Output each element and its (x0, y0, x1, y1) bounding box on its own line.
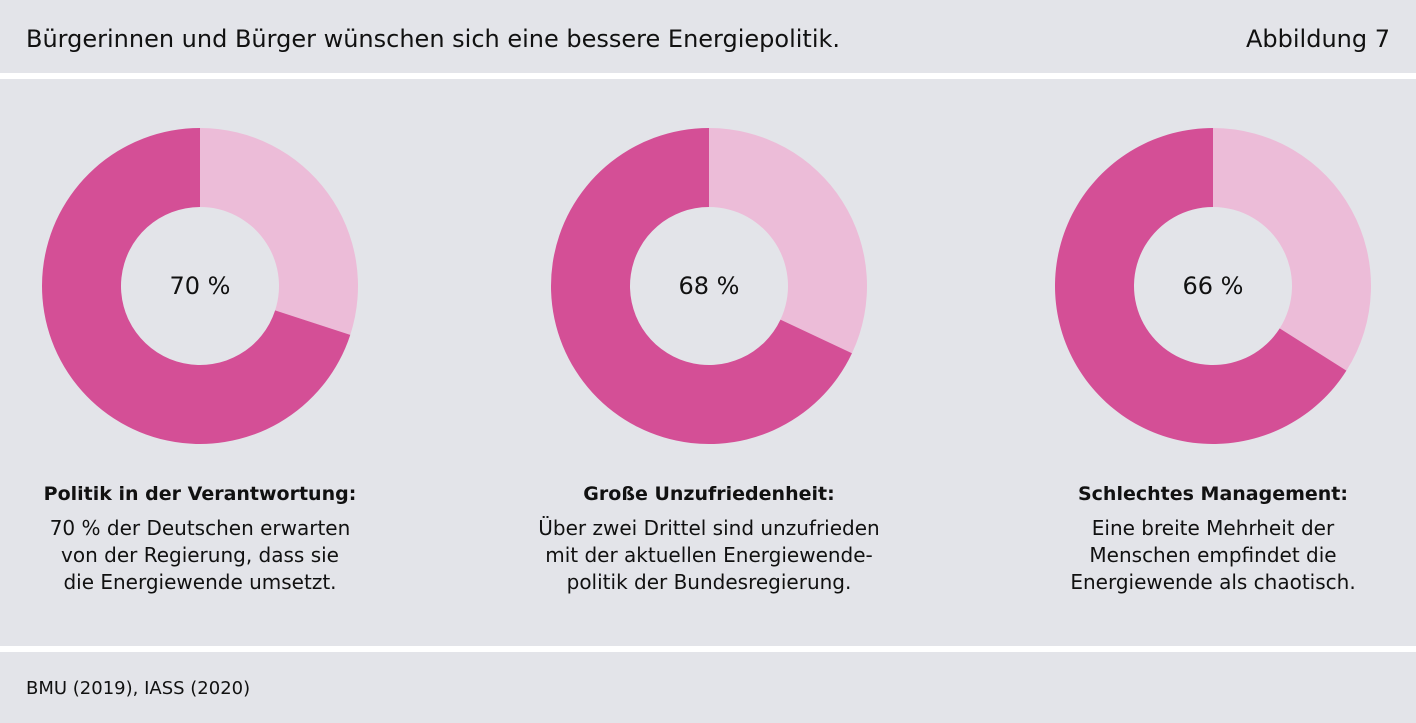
donut-3-center-label: 66 % (1183, 272, 1244, 300)
donut-charts: 70 % 68 % 66 % (42, 128, 1372, 445)
source-note: BMU (2019), IASS (2020) (26, 678, 251, 699)
caption-heading: Große Unzufriedenheit: (583, 483, 835, 505)
donut-3-slice-rest (1213, 128, 1372, 371)
caption-line: mit der aktuellen Energiewende- (545, 543, 873, 567)
figure-title: Bürgerinnen und Bürger wünschen sich ein… (26, 25, 841, 53)
caption-line: politik der Bundesregierung. (566, 570, 852, 594)
donut-1-slice-majority (42, 128, 351, 445)
donut-3-slice-majority (1055, 128, 1347, 445)
donut-2-slice-rest (709, 128, 867, 354)
donut-1-center-label: 70 % (170, 272, 231, 300)
donut-2-center-label: 68 % (679, 272, 740, 300)
caption-2: Große Unzufriedenheit: Über zwei Drittel… (509, 481, 909, 596)
donut-2-slice-majority (551, 128, 852, 444)
caption-1: Politik in der Verantwortung: 70 % der D… (0, 481, 400, 596)
figure-number: Abbildung 7 (1245, 25, 1390, 53)
caption-line: die Energiewende umsetzt. (63, 570, 337, 594)
caption-line: 70 % der Deutschen erwarten (49, 516, 351, 540)
caption-heading: Schlechtes Management: (1077, 483, 1348, 505)
caption-line: Menschen empfindet die (1089, 543, 1337, 567)
chart-area: 70 % 68 % 66 % Politik in der Verantwortun… (0, 79, 1416, 646)
caption-3: Schlechtes Management: Eine breite Mehrh… (1013, 481, 1413, 596)
caption-line: Eine breite Mehrheit der (1091, 516, 1335, 540)
caption-heading: Politik in der Verantwortung: (43, 483, 357, 505)
header-band: Bürgerinnen und Bürger wünschen sich ein… (0, 0, 1416, 73)
caption-line: Über zwei Drittel sind unzufrieden (538, 516, 880, 540)
caption-line: von der Regierung, dass sie (61, 543, 339, 567)
footer-band: BMU (2019), IASS (2020) (0, 652, 1416, 723)
donut-1-slice-rest (200, 128, 358, 335)
caption-line: Energiewende als chaotisch. (1070, 570, 1356, 594)
